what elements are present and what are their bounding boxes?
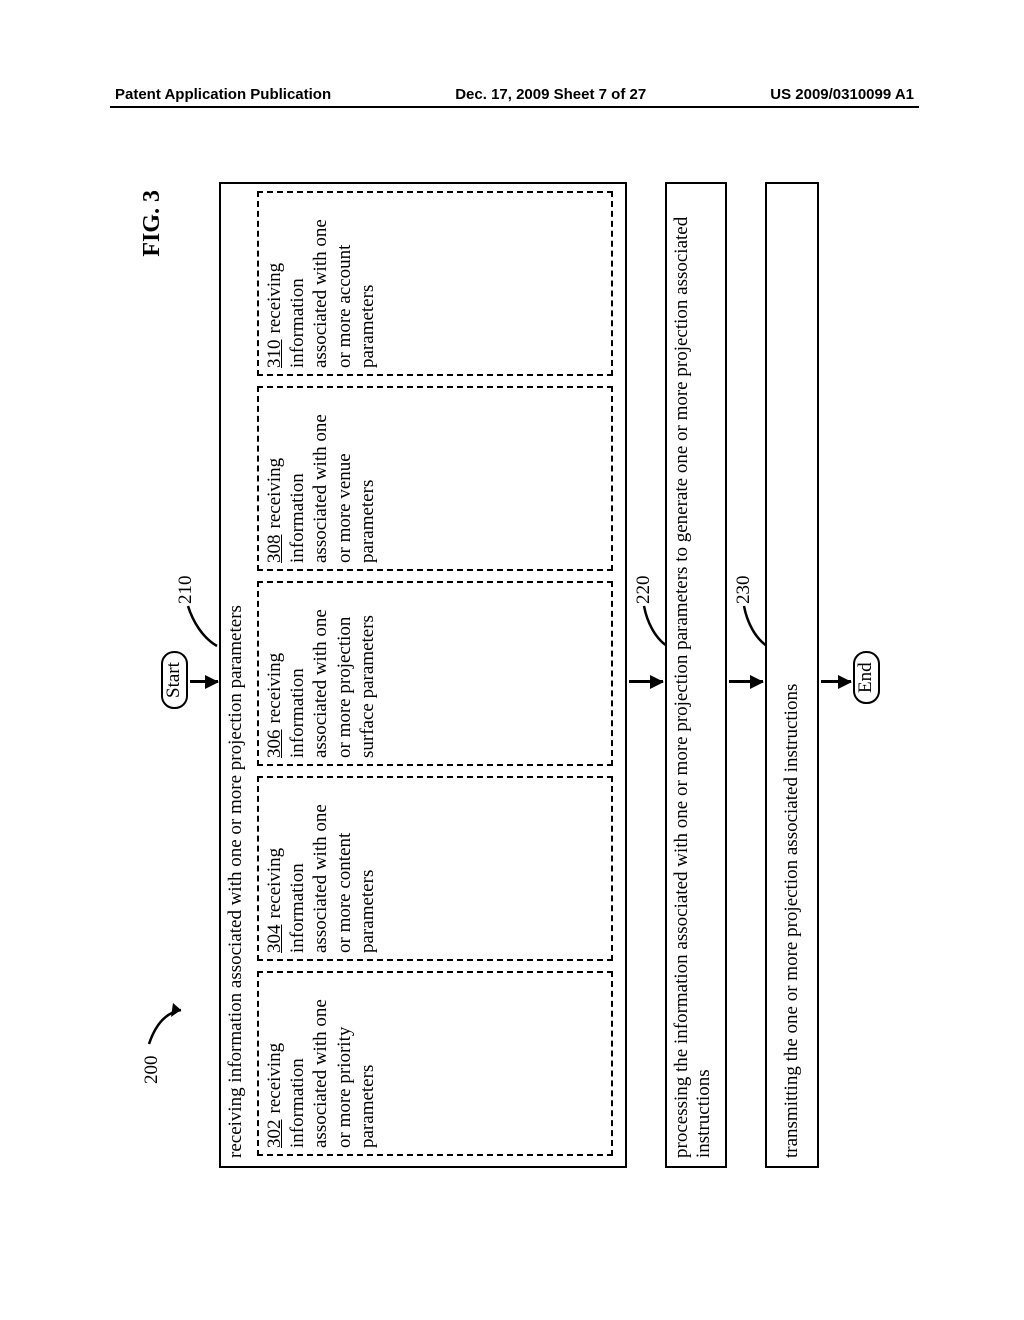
page-header: Patent Application Publication Dec. 17, … xyxy=(115,86,914,103)
sub-308: 308receiving information associated with… xyxy=(257,386,613,571)
step-210-box: receiving information associated with on… xyxy=(219,182,627,1168)
sub-302-num: 302 xyxy=(264,1114,285,1149)
ref-220: 220 xyxy=(633,576,655,605)
header-right: US 2009/0310099 A1 xyxy=(770,86,914,103)
step-230-caption: transmitting the one or more projection … xyxy=(781,192,803,1158)
arrow-start-210 xyxy=(190,681,218,684)
sub-302-text: 302receiving information associated with… xyxy=(263,979,379,1148)
step-230-box: transmitting the one or more projection … xyxy=(765,182,819,1168)
sub-304-num: 304 xyxy=(264,919,285,954)
sub-304-text: 304receiving information associated with… xyxy=(263,784,379,953)
terminal-start: Start xyxy=(161,651,188,709)
sub-310-num: 310 xyxy=(264,334,285,369)
step-220-box: processing the information associated wi… xyxy=(665,182,727,1168)
step-210-caption: receiving information associated with on… xyxy=(225,192,247,1158)
arrow-230-end xyxy=(821,681,851,684)
figure-viewport: 200 FIG. 3 Start 210 receiving informati… xyxy=(135,170,905,1180)
sub-306-num: 306 xyxy=(264,724,285,759)
sub-302: 302receiving information associated with… xyxy=(257,971,613,1156)
step-220-caption: processing the information associated wi… xyxy=(671,192,716,1158)
ref-210: 210 xyxy=(175,576,197,605)
sub-308-num: 308 xyxy=(264,529,285,564)
sub-306-text: 306receiving information associated with… xyxy=(263,589,379,758)
ref-210-leader xyxy=(185,602,219,652)
sub-308-text: 308receiving information associated with… xyxy=(263,394,379,563)
ref-200: 200 xyxy=(141,1056,163,1085)
sub-310-text: 310receiving information associated with… xyxy=(263,199,379,368)
header-rule xyxy=(110,106,919,108)
figure-title: FIG. 3 xyxy=(139,190,166,257)
ref-230: 230 xyxy=(733,576,755,605)
sub-304: 304receiving information associated with… xyxy=(257,776,613,961)
arrow-210-220 xyxy=(629,681,663,684)
header-left: Patent Application Publication xyxy=(115,86,331,103)
figure-stage: 200 FIG. 3 Start 210 receiving informati… xyxy=(135,170,905,1180)
ref-200-leader xyxy=(147,986,187,1046)
terminal-end: End xyxy=(853,651,880,704)
arrow-220-230 xyxy=(729,681,763,684)
page: Patent Application Publication Dec. 17, … xyxy=(0,0,1024,1320)
sub-310: 310receiving information associated with… xyxy=(257,191,613,376)
header-center: Dec. 17, 2009 Sheet 7 of 27 xyxy=(455,86,646,103)
sub-306: 306receiving information associated with… xyxy=(257,581,613,766)
